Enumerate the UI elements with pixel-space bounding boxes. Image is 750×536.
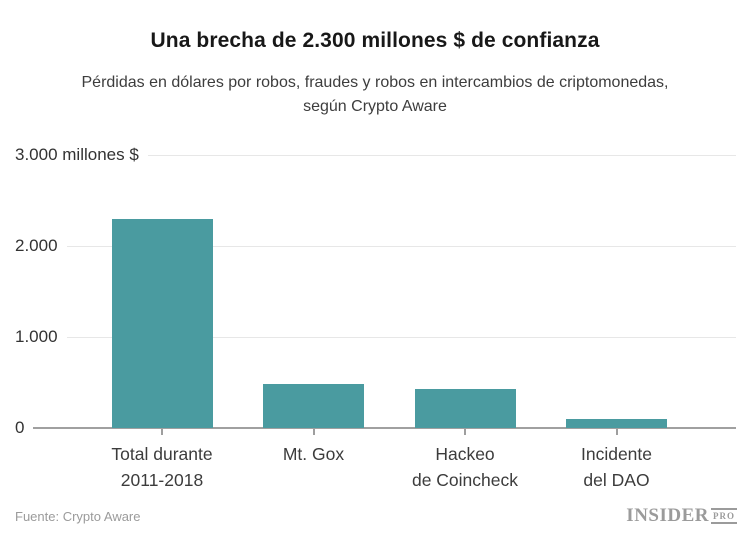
x-category-label: Hackeo de Coincheck (411, 444, 519, 490)
x-category-label: Total durante 2011-2018 (111, 444, 213, 490)
y-tick-label: 1.000 (15, 327, 58, 346)
bar-1 (263, 384, 364, 428)
x-axis-tick (615, 429, 618, 435)
source-note: Fuente: Crypto Aware (15, 509, 141, 524)
y-tick-label: 0 (15, 418, 25, 437)
x-axis-line (33, 427, 736, 429)
logo-pro-text: PRO (711, 508, 737, 524)
gridline (66, 336, 736, 338)
bar-0 (111, 219, 213, 428)
gridline (66, 245, 736, 247)
chart-title: Una brecha de 2.300 millones $ de confia… (150, 29, 600, 52)
x-axis-tick (161, 429, 163, 435)
chart-subtitle: Pérdidas en dólares por robos, fraudes y… (81, 74, 669, 115)
x-category-label: Mt. Gox (282, 444, 345, 464)
bar-3 (566, 419, 667, 428)
gridline (147, 154, 736, 156)
logo-insider-text: INSIDER (626, 505, 709, 526)
y-gridline-row: 3.000 millones $ (15, 145, 736, 165)
bar-2 (414, 389, 516, 428)
y-gridline-row: 2.000 (15, 236, 736, 256)
x-category-label: Incidente del DAO (580, 444, 653, 490)
insiderpro-logo: INSIDER PRO (626, 505, 737, 527)
y-gridline-row: 0 (15, 418, 736, 438)
x-axis-tick (464, 429, 466, 435)
y-tick-label: 2.000 (15, 236, 58, 255)
y-gridline-row: 1.000 (15, 327, 736, 347)
x-axis-tick (312, 429, 315, 435)
y-tick-label: 3.000 millones $ (15, 145, 139, 164)
